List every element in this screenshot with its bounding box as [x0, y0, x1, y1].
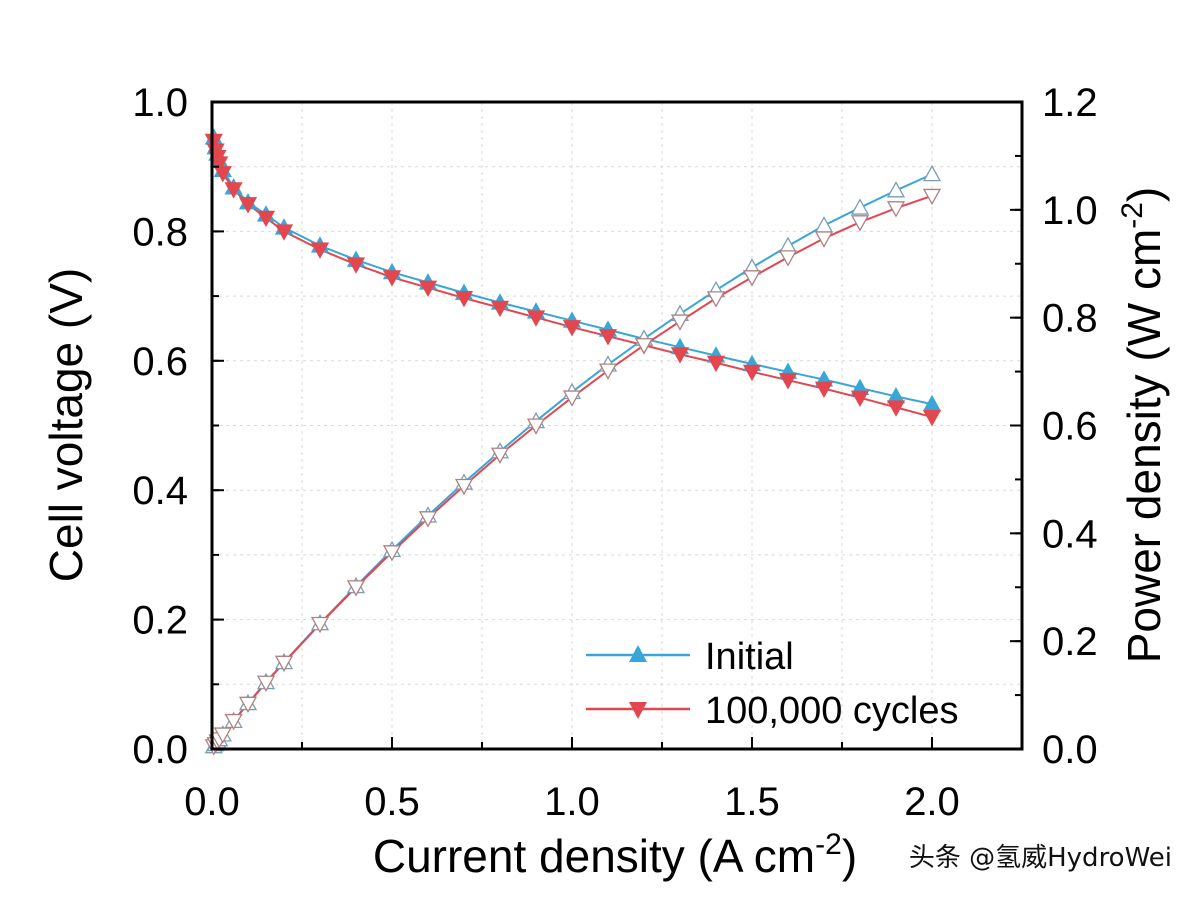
data-point-100-000-cycles: [210, 156, 229, 173]
data-point-100-000-cycles-power: [634, 338, 654, 355]
data-point-100-000-cycles-power: [382, 545, 402, 562]
x-tick-label: 0.0: [184, 780, 240, 824]
data-point-100-000-cycles-power: [274, 655, 294, 673]
y-left-axis-label: Cell voltage (V): [40, 268, 92, 582]
legend-marker-cycles: [629, 702, 647, 719]
data-point-100-000-cycles-power: [598, 363, 618, 380]
data-point-100-000-cycles-power: [562, 390, 582, 407]
data-point-100-000-cycles: [778, 373, 798, 390]
data-point-100-000-cycles: [562, 320, 582, 337]
x-tick-label: 0.5: [364, 780, 420, 824]
series-line-initial-power: [213, 173, 933, 747]
data-point-100-000-cycles: [346, 257, 366, 274]
series-line-100-000-cycles-power: [213, 194, 933, 747]
tick-layer: 0.0 0.5 1.0 1.5 2.0 0.0 0.2 0.4 0.6 0.8 1.0 0.0 0.2 0…: [132, 81, 1097, 824]
data-point-initial-power: [814, 216, 834, 233]
data-point-initial-power: [886, 181, 906, 198]
data-point-100-000-cycles-power: [310, 616, 330, 634]
y-right-tick-label: 0.0: [1042, 728, 1098, 772]
data-point-100-000-cycles-power: [850, 215, 870, 232]
data-point-100-000-cycles-power: [742, 270, 762, 287]
y-left-tick-label: 0.8: [132, 210, 188, 254]
data-point-100-000-cycles-power: [706, 291, 726, 308]
data-point-100-000-cycles: [238, 197, 258, 214]
data-point-100-000-cycles: [454, 290, 474, 308]
data-point-100-000-cycles-power: [778, 250, 798, 267]
data-point-100-000-cycles: [886, 400, 906, 417]
data-point-initial-power: [922, 164, 942, 182]
data-point-100-000-cycles-power: [256, 675, 276, 693]
legend-label-initial: Initial: [705, 636, 794, 678]
y-right-tick-label: 1.0: [1042, 189, 1098, 233]
x-axis-label: Current density (A cm-2): [373, 828, 857, 882]
grid-lines: [212, 101, 1022, 749]
legend-label-cycles: 100,000 cycles: [705, 690, 959, 732]
x-tick-label: 1.0: [544, 780, 600, 824]
markers-layer: [204, 128, 942, 756]
data-point-100-000-cycles: [742, 364, 762, 382]
data-point-100-000-cycles: [418, 280, 438, 298]
data-point-100-000-cycles: [224, 182, 243, 199]
data-point-100-000-cycles: [274, 224, 294, 241]
y-left-tick-label: 0.0: [132, 728, 188, 772]
data-point-100-000-cycles-power: [886, 201, 906, 218]
watermark-text: 头条 @氢威HydroWei: [909, 843, 1172, 873]
legend-marker-initial: [629, 645, 647, 662]
y-right-tick-label: 0.4: [1042, 512, 1098, 556]
data-point-initial-power: [778, 236, 798, 254]
y-right-tick-label: 0.6: [1042, 405, 1098, 449]
data-point-100-000-cycles: [213, 166, 232, 183]
y-left-tick-label: 1.0: [132, 81, 188, 125]
x-tick-label: 2.0: [904, 780, 960, 824]
data-point-100-000-cycles-power: [238, 696, 258, 714]
y-right-axis-label: Power density (W cm-2): [1116, 187, 1170, 664]
y-left-tick-label: 0.2: [132, 599, 188, 643]
data-point-100-000-cycles: [204, 133, 223, 151]
data-point-100-000-cycles: [670, 347, 690, 364]
data-point-100-000-cycles: [922, 410, 942, 427]
legend: Initial 100,000 cycles: [586, 636, 959, 732]
y-left-tick-label: 0.4: [132, 469, 188, 513]
data-point-initial-power: [850, 198, 870, 215]
data-point-100-000-cycles: [706, 355, 726, 373]
data-point-100-000-cycles-power: [213, 727, 232, 744]
data-point-100-000-cycles: [850, 390, 870, 408]
data-point-100-000-cycles-power: [346, 580, 366, 597]
data-point-100-000-cycles-power: [454, 478, 474, 496]
data-point-100-000-cycles: [598, 329, 618, 346]
data-point-100-000-cycles: [310, 242, 330, 259]
y-left-tick-label: 0.6: [132, 340, 188, 384]
data-point-100-000-cycles-power: [526, 418, 546, 435]
data-point-100-000-cycles-power: [490, 447, 510, 464]
data-point-100-000-cycles: [256, 210, 276, 228]
data-point-100-000-cycles: [490, 300, 510, 318]
y-right-tick-label: 1.2: [1042, 81, 1098, 125]
data-point-100-000-cycles-power: [418, 511, 438, 528]
data-point-100-000-cycles-power: [922, 188, 942, 206]
data-point-100-000-cycles-power: [670, 314, 690, 331]
series-line-initial: [212, 137, 933, 406]
data-point-100-000-cycles-power: [224, 713, 243, 731]
data-point-100-000-cycles: [814, 381, 834, 398]
y-right-tick-label: 0.8: [1042, 297, 1098, 341]
x-tick-label: 1.5: [724, 780, 780, 824]
y-right-tick-label: 0.2: [1042, 620, 1098, 664]
data-point-100-000-cycles-power: [814, 231, 834, 248]
data-point-100-000-cycles: [382, 270, 402, 287]
data-point-100-000-cycles: [526, 310, 546, 327]
